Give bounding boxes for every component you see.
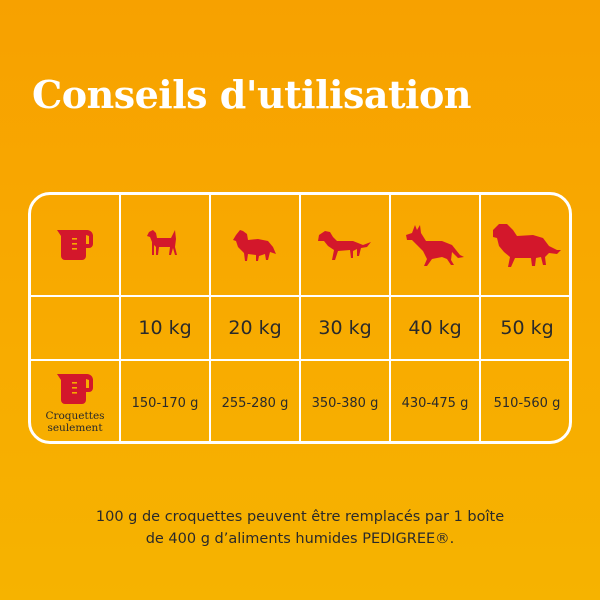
amount-30kg: 350-380 g bbox=[311, 395, 379, 411]
row-label: Croquettes seulement bbox=[45, 410, 105, 434]
shepherd-dog-icon bbox=[391, 195, 479, 295]
weight-40kg: 40 kg bbox=[408, 317, 462, 339]
amount-20kg: 255-280 g bbox=[221, 395, 289, 411]
amount-50kg: 510-560 g bbox=[493, 395, 561, 411]
weight-10kg: 10 kg bbox=[138, 317, 192, 339]
setter-dog-icon bbox=[301, 195, 389, 295]
weight-20kg: 20 kg bbox=[228, 317, 282, 339]
kibble-only-label-cell: Croquettes seulement bbox=[31, 361, 119, 441]
page-title: Conseils d'utilisation bbox=[32, 72, 471, 117]
footnote: 100 g de croquettes peuvent être remplac… bbox=[0, 506, 600, 550]
small-dog-icon bbox=[121, 195, 209, 295]
measuring-cup-icon bbox=[57, 374, 93, 404]
footnote-line-1: 100 g de croquettes peuvent être remplac… bbox=[95, 509, 505, 525]
feeding-table: 10 kg 20 kg 30 kg 40 kg 50 kg Croquettes… bbox=[28, 192, 572, 444]
collie-dog-icon bbox=[211, 195, 299, 295]
amount-10kg: 150-170 g bbox=[131, 395, 199, 411]
measuring-cup-icon bbox=[31, 195, 119, 295]
footnote-line-2: de 400 g d’aliments humides PEDIGREE®. bbox=[145, 531, 455, 547]
amount-40kg: 430-475 g bbox=[401, 395, 469, 411]
large-dog-icon bbox=[481, 195, 569, 295]
weight-50kg: 50 kg bbox=[500, 317, 554, 339]
weight-30kg: 30 kg bbox=[318, 317, 372, 339]
